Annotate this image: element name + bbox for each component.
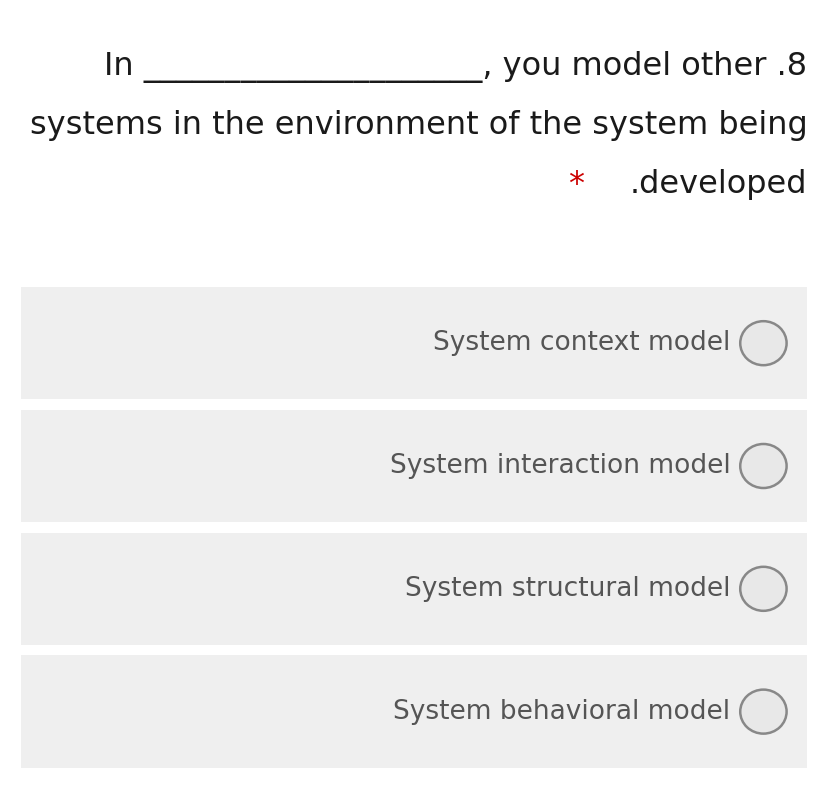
Text: *: *: [567, 169, 583, 200]
Circle shape: [739, 321, 786, 365]
FancyBboxPatch shape: [21, 656, 806, 768]
Text: systems in the environment of the system being: systems in the environment of the system…: [30, 110, 806, 141]
FancyBboxPatch shape: [21, 533, 806, 645]
Text: System behavioral model: System behavioral model: [393, 699, 729, 725]
Circle shape: [739, 567, 786, 611]
FancyBboxPatch shape: [21, 287, 806, 399]
Circle shape: [739, 444, 786, 488]
Text: In _____________________, you model other .8: In _____________________, you model othe…: [104, 51, 806, 83]
Text: System structural model: System structural model: [404, 576, 729, 602]
Circle shape: [739, 689, 786, 733]
FancyBboxPatch shape: [21, 410, 806, 522]
Text: System interaction model: System interaction model: [389, 453, 729, 479]
Text: System context model: System context model: [433, 330, 729, 356]
Text: .developed: .developed: [629, 169, 806, 200]
